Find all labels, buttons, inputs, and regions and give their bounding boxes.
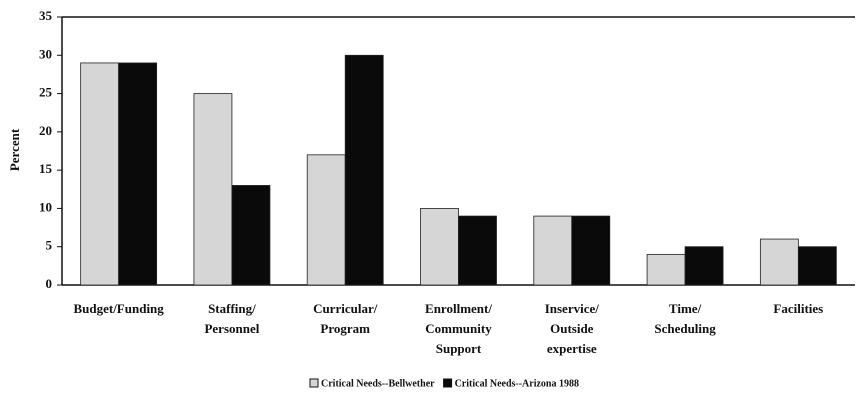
bar	[80, 62, 120, 286]
y-tick-label: 20	[39, 123, 52, 138]
y-tick-label: 30	[39, 46, 52, 61]
x-tick-label: Facilities	[773, 301, 824, 316]
bar	[306, 154, 346, 286]
y-tick-label: 25	[39, 85, 53, 100]
bar	[231, 185, 271, 286]
bar	[533, 215, 573, 286]
bar	[684, 246, 724, 286]
y-tick-label: 35	[39, 8, 53, 23]
legend-swatch	[443, 378, 453, 388]
x-tick-label: Staffing/ Personnel	[204, 301, 260, 336]
y-tick-label: 15	[39, 161, 53, 176]
bar	[458, 215, 497, 286]
y-axis-title: Percent	[7, 128, 22, 171]
bar	[420, 208, 459, 286]
y-tick-label: 0	[46, 276, 53, 291]
y-tick-label: 5	[46, 238, 53, 253]
bar	[571, 215, 611, 286]
bar	[759, 238, 799, 286]
bar	[646, 253, 686, 286]
legend-label: Critical Needs--Arizona 1988	[455, 378, 579, 389]
x-tick-label: Budget/Funding	[73, 301, 164, 316]
x-tick-label: Enrollment/ Community Support	[425, 301, 492, 356]
y-tick-label: 10	[39, 199, 52, 214]
bar	[193, 93, 233, 286]
legend-swatch	[309, 378, 319, 388]
x-tick-label: Inservice/ Outside expertise	[544, 301, 599, 356]
bar	[797, 246, 837, 286]
bar	[118, 62, 158, 286]
bar	[344, 54, 384, 286]
x-tick-label: Time/ Scheduling	[654, 301, 716, 336]
legend-label: Critical Needs--Bellwether	[321, 378, 435, 389]
x-tick-label: Curricular/ Program	[313, 301, 378, 336]
